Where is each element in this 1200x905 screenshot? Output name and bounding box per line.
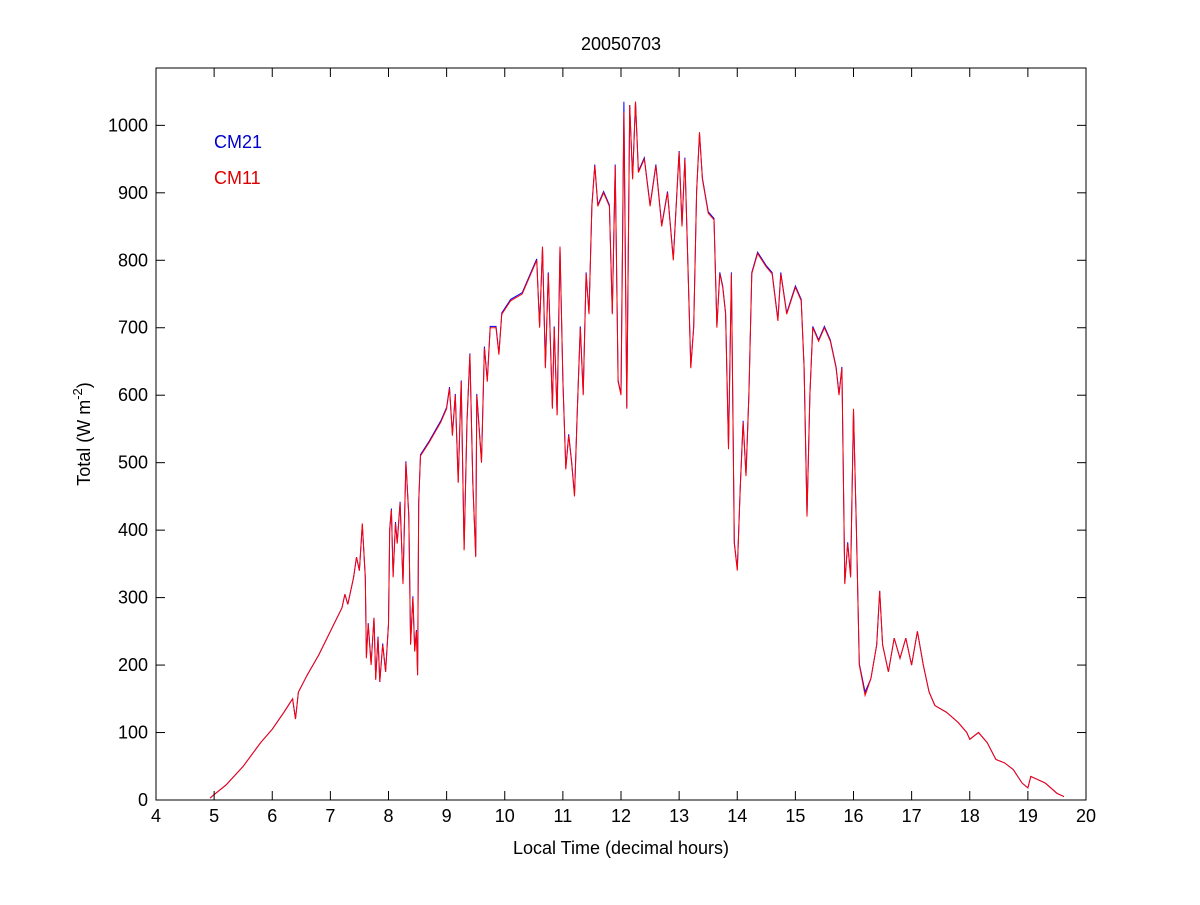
- y-tick-label: 700: [118, 318, 148, 338]
- x-tick-label: 17: [902, 806, 922, 826]
- x-tick-label: 6: [267, 806, 277, 826]
- x-tick-label: 4: [151, 806, 161, 826]
- y-tick-label: 900: [118, 183, 148, 203]
- y-tick-label: 300: [118, 588, 148, 608]
- y-tick-label: 500: [118, 453, 148, 473]
- x-tick-label: 7: [325, 806, 335, 826]
- y-axis-label-superscript: -2: [70, 388, 85, 400]
- x-tick-label: 20: [1076, 806, 1096, 826]
- x-tick-label: 16: [843, 806, 863, 826]
- x-tick-label: 13: [669, 806, 689, 826]
- y-tick-label: 200: [118, 655, 148, 675]
- y-axis-label: Total (W m-2): [70, 382, 94, 486]
- series-layer: [209, 101, 1065, 799]
- x-axis-label: Local Time (decimal hours): [513, 838, 729, 858]
- x-tick-label: 10: [495, 806, 515, 826]
- legend-entry-cm11: CM11: [214, 168, 261, 188]
- x-tick-label: 8: [383, 806, 393, 826]
- x-tick-label: 18: [960, 806, 980, 826]
- y-axis-label-main: Total (W m: [74, 400, 94, 486]
- y-tick-label: 600: [118, 385, 148, 405]
- x-tick-label: 11: [554, 806, 573, 826]
- chart-title: 20050703: [581, 34, 661, 54]
- y-tick-label: 0: [138, 790, 148, 810]
- plot-area: [156, 68, 1086, 800]
- legend-entry-cm21: CM21: [214, 132, 262, 152]
- x-tick-label: 9: [442, 806, 452, 826]
- y-axis-label-end: ): [74, 382, 94, 388]
- y-tick-label: 100: [118, 723, 148, 743]
- y-tick-label: 1000: [108, 115, 148, 135]
- x-tick-label: 5: [209, 806, 219, 826]
- x-tick-label: 14: [727, 806, 747, 826]
- ticks-layer: 4 5 6 7 8 9 10 11 12 13 14 15 16 17 18 19 20010020030040…: [108, 68, 1096, 826]
- series-line-cm11: [209, 101, 1065, 799]
- y-tick-label: 800: [118, 250, 148, 270]
- x-tick-label: 15: [785, 806, 805, 826]
- y-tick-label: 400: [118, 520, 148, 540]
- x-tick-label: 12: [611, 806, 631, 826]
- x-tick-label: 19: [1018, 806, 1038, 826]
